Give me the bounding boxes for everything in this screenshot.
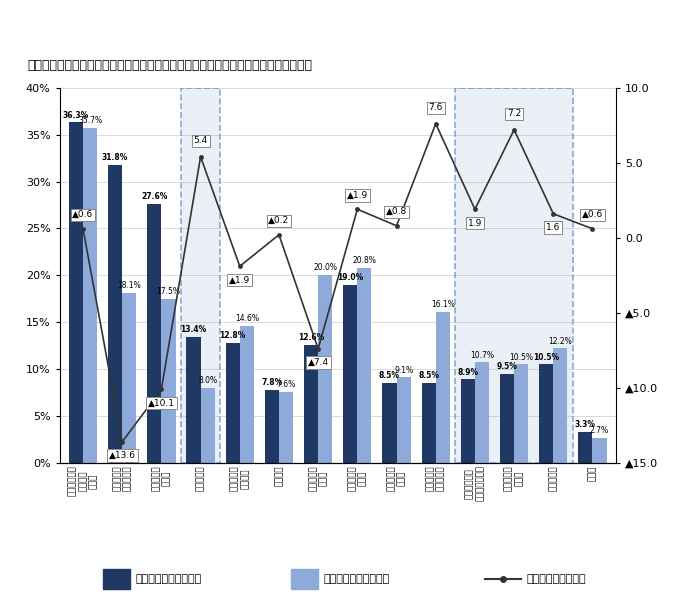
Bar: [69, 122, 83, 463]
Text: 5.4: 5.4: [193, 137, 208, 145]
Text: 31.8%: 31.8%: [102, 153, 128, 162]
Text: 12.2%: 12.2%: [549, 336, 572, 345]
Bar: [304, 345, 318, 463]
Text: 20.0%: 20.0%: [313, 263, 337, 272]
Bar: [225, 343, 240, 463]
Text: ▲0.6: ▲0.6: [72, 211, 94, 220]
Text: 9.5%: 9.5%: [496, 362, 517, 371]
Text: 20.8%: 20.8%: [353, 256, 377, 265]
Bar: [578, 432, 592, 463]
Text: ▲1.9: ▲1.9: [229, 276, 251, 284]
Text: 組込み技術者（現在）: 組込み技術者（現在）: [135, 574, 202, 584]
Text: 17.5%: 17.5%: [156, 287, 181, 296]
Bar: [382, 383, 396, 463]
Text: 組込み技術者（今後）: 組込み技術者（今後）: [323, 574, 390, 584]
Bar: [421, 383, 435, 463]
Bar: [435, 312, 450, 463]
Text: 10.7%: 10.7%: [470, 351, 494, 359]
Bar: [147, 204, 162, 463]
Text: 13.4%: 13.4%: [181, 325, 206, 335]
Text: 18.1%: 18.1%: [118, 281, 141, 290]
Bar: [475, 362, 489, 463]
Text: ▲0.8: ▲0.8: [386, 208, 407, 217]
Text: ＤＩ（今後－現在）: ＤＩ（今後－現在）: [526, 574, 586, 584]
Text: 16.1%: 16.1%: [430, 300, 455, 309]
Text: ▲0.2: ▲0.2: [268, 217, 290, 226]
Text: 8.9%: 8.9%: [457, 368, 478, 376]
Text: 7.6: 7.6: [428, 103, 443, 113]
Text: 36.3%: 36.3%: [63, 111, 89, 120]
Text: 7.8%: 7.8%: [261, 378, 283, 387]
Bar: [553, 348, 568, 463]
Bar: [500, 374, 514, 463]
Bar: [291, 569, 318, 589]
Bar: [83, 128, 97, 463]
Bar: [162, 299, 176, 463]
Text: 9.1%: 9.1%: [394, 365, 413, 374]
Text: 1.6: 1.6: [546, 223, 561, 232]
Text: ▲13.6: ▲13.6: [108, 451, 136, 460]
Bar: [181, 88, 220, 463]
Text: 7.6%: 7.6%: [276, 380, 295, 389]
Bar: [455, 88, 573, 463]
Bar: [357, 268, 372, 463]
Text: ▲0.6: ▲0.6: [582, 211, 603, 220]
Text: 8.5%: 8.5%: [418, 371, 439, 381]
Text: 10.5%: 10.5%: [509, 353, 533, 362]
Text: ▲10.1: ▲10.1: [148, 399, 175, 408]
Bar: [318, 275, 332, 463]
Bar: [343, 285, 357, 463]
Bar: [186, 337, 201, 463]
Bar: [103, 569, 130, 589]
Text: 8.0%: 8.0%: [198, 376, 217, 385]
Text: 35.7%: 35.7%: [78, 116, 102, 125]
Text: ウエブ技術、セキュリティ、オープンソフトウエア、スマートデバイス、デザイン力: ウエブ技術、セキュリティ、オープンソフトウエア、スマートデバイス、デザイン力: [27, 59, 312, 72]
Text: 1.9: 1.9: [468, 218, 482, 227]
Text: 2.7%: 2.7%: [590, 426, 609, 434]
Bar: [514, 364, 528, 463]
Bar: [265, 390, 279, 463]
Bar: [201, 388, 215, 463]
Text: 12.6%: 12.6%: [298, 333, 324, 342]
Bar: [122, 293, 136, 463]
Text: 19.0%: 19.0%: [337, 273, 363, 282]
Bar: [279, 391, 293, 463]
Text: 3.3%: 3.3%: [575, 420, 596, 429]
Text: 12.8%: 12.8%: [220, 331, 246, 340]
Text: 14.6%: 14.6%: [234, 314, 259, 323]
Bar: [592, 437, 607, 463]
Text: ▲7.4: ▲7.4: [307, 358, 329, 367]
Bar: [396, 378, 411, 463]
Text: 10.5%: 10.5%: [533, 353, 559, 362]
Bar: [461, 379, 475, 463]
Text: 8.5%: 8.5%: [379, 371, 400, 381]
Text: ▲1.9: ▲1.9: [346, 191, 368, 200]
Bar: [240, 326, 254, 463]
Bar: [108, 165, 122, 463]
Bar: [539, 364, 553, 463]
Text: 27.6%: 27.6%: [141, 192, 167, 201]
Text: 7.2: 7.2: [507, 110, 522, 119]
Text: 組込み技術者: 組込み技術者: [318, 15, 382, 33]
